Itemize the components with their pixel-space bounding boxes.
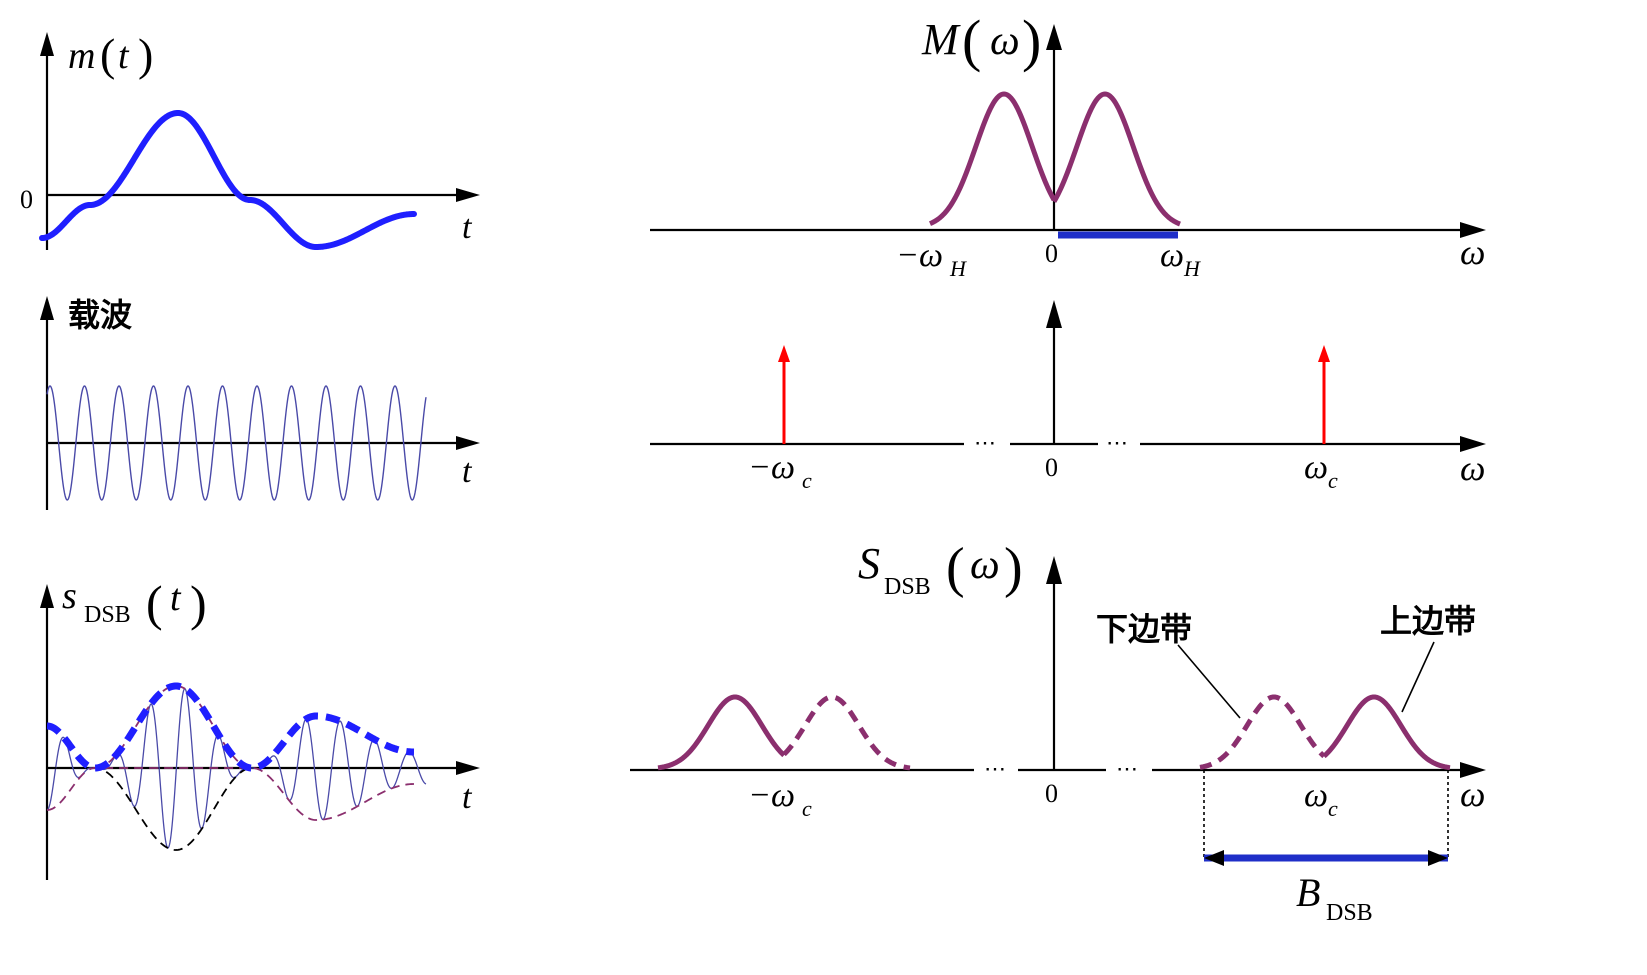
paren-open: ( bbox=[100, 29, 115, 80]
lower-spectrum-lower-sideband-neg bbox=[782, 694, 911, 771]
bandwidth-label: B bbox=[1296, 870, 1320, 915]
panel-carrier-time: t 载波 bbox=[40, 296, 480, 510]
y-label-arg: t bbox=[118, 35, 130, 77]
impulse-positive-arrow bbox=[1318, 345, 1330, 362]
y-label: m bbox=[68, 35, 95, 77]
paren-open: ( bbox=[962, 8, 981, 73]
y-axis-arrow bbox=[40, 296, 54, 320]
negative-envelope-dashed-upper bbox=[46, 767, 415, 821]
tick-pos-wh-sub: H bbox=[1183, 256, 1201, 281]
lower-sideband-curve bbox=[1199, 694, 1326, 770]
lower-sideband-label: 下边带 bbox=[1096, 610, 1192, 648]
envelope-bold-dashed bbox=[46, 682, 415, 772]
carrier-label: 载波 bbox=[68, 296, 132, 334]
tick-zero: 0 bbox=[1045, 779, 1058, 808]
spectrum-lobe-negative bbox=[929, 91, 1057, 226]
x-label: t bbox=[462, 453, 473, 490]
y-label: M bbox=[921, 15, 961, 64]
negative-envelope-dashed bbox=[47, 767, 251, 851]
paren-close: ) bbox=[190, 575, 207, 631]
paren-close: ) bbox=[138, 29, 153, 80]
tick-neg-wh-sub: H bbox=[949, 256, 967, 281]
ellipsis-left: ⋯ bbox=[974, 430, 996, 455]
y-axis-arrow bbox=[40, 32, 54, 56]
x-axis-arrow bbox=[1460, 222, 1486, 238]
panel-carrier-spectrum: ⋯ ⋯ −ω c 0 ω c ω bbox=[650, 300, 1486, 493]
x-axis-arrow bbox=[456, 436, 480, 450]
lower-spectrum-upper-sideband-neg bbox=[657, 694, 786, 771]
tick-neg-wc: −ω bbox=[748, 777, 795, 814]
panel-dsb-spectrum: ⋯ ⋯ S DSB ( ω ) 下边带 上边带 −ω c 0 ω c ω B D… bbox=[630, 537, 1486, 926]
upper-sideband-label: 上边带 bbox=[1380, 602, 1476, 640]
tick-zero: 0 bbox=[1045, 239, 1058, 268]
tick-neg-wc-sub: c bbox=[802, 796, 812, 821]
bandwidth-arrow-right bbox=[1428, 850, 1448, 866]
tick-pos-wc-sub: c bbox=[1328, 796, 1338, 821]
x-label: ω bbox=[1460, 448, 1485, 488]
y-label-arg: t bbox=[170, 577, 182, 619]
zero-label: 0 bbox=[20, 185, 33, 214]
y-label-sub: DSB bbox=[884, 574, 931, 600]
y-label-sub: DSB bbox=[84, 602, 131, 628]
x-label: ω bbox=[1460, 232, 1485, 272]
tick-neg-wc: −ω bbox=[748, 449, 795, 486]
y-axis-arrow bbox=[1046, 24, 1062, 50]
y-label-arg: ω bbox=[970, 542, 1000, 588]
impulse-negative-arrow bbox=[778, 345, 790, 362]
panel-message-spectrum: M ( ω ) −ω H 0 ω H ω bbox=[650, 8, 1486, 281]
y-label-arg: ω bbox=[990, 18, 1020, 64]
lower-sideband-leader bbox=[1177, 644, 1241, 719]
ellipsis-right: ⋯ bbox=[1106, 430, 1128, 455]
x-label: t bbox=[462, 209, 473, 246]
x-axis-arrow bbox=[1460, 436, 1486, 452]
carrier-wave-curve bbox=[46, 385, 427, 501]
dsb-modulated-wave bbox=[46, 688, 427, 849]
bandwidth-label-sub: DSB bbox=[1326, 900, 1373, 926]
paren-open: ( bbox=[146, 575, 163, 631]
y-axis-arrow bbox=[1046, 556, 1062, 584]
tick-pos-wc-sub: c bbox=[1328, 468, 1338, 493]
upper-sideband-leader bbox=[1401, 641, 1435, 713]
upper-sideband-curve bbox=[1322, 694, 1451, 771]
tick-pos-wh: ω bbox=[1160, 237, 1184, 274]
x-axis-arrow bbox=[456, 761, 480, 775]
tick-neg-wh: −ω bbox=[896, 237, 943, 274]
y-label: S bbox=[858, 539, 880, 588]
x-axis-arrow bbox=[1460, 762, 1486, 778]
paren-close: ) bbox=[1004, 537, 1023, 599]
y-axis-arrow bbox=[1046, 300, 1062, 328]
ellipsis-left: ⋯ bbox=[984, 756, 1006, 781]
y-label: s bbox=[62, 575, 77, 617]
y-axis-arrow bbox=[40, 584, 54, 608]
x-axis-arrow bbox=[456, 188, 480, 202]
x-label: t bbox=[462, 779, 473, 816]
message-signal-curve bbox=[39, 109, 417, 251]
tick-zero: 0 bbox=[1045, 453, 1058, 482]
tick-pos-wc: ω bbox=[1304, 777, 1328, 814]
panel-message-time: 0 t m ( t ) bbox=[20, 29, 480, 251]
panel-dsb-time: t s DSB ( t ) bbox=[40, 575, 480, 880]
x-label: ω bbox=[1460, 774, 1485, 814]
paren-open: ( bbox=[946, 537, 965, 599]
spectrum-lobe-positive bbox=[1051, 91, 1181, 227]
paren-close: ) bbox=[1022, 8, 1041, 73]
tick-neg-wc-sub: c bbox=[802, 468, 812, 493]
bandwidth-arrow-left bbox=[1204, 850, 1224, 866]
ellipsis-right: ⋯ bbox=[1116, 756, 1138, 781]
tick-pos-wc: ω bbox=[1304, 449, 1328, 486]
